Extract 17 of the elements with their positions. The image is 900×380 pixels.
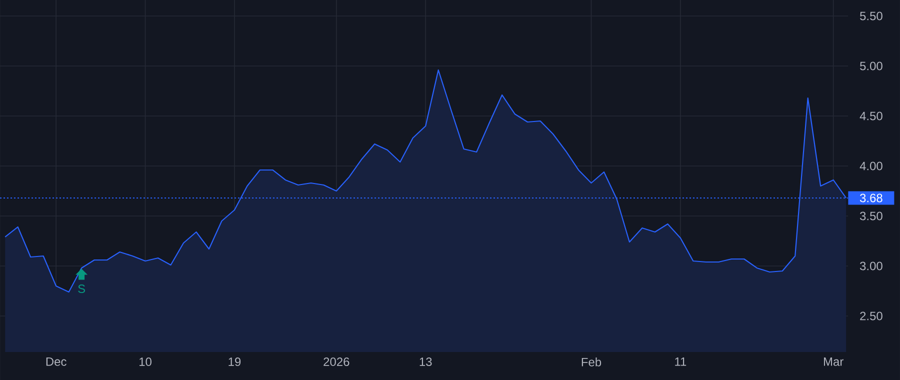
- y-tick-label: 3.50: [860, 212, 882, 220]
- x-tick-label: 2026: [324, 358, 350, 366]
- annotation: S: [78, 284, 86, 294]
- x-tick-label: Mar: [824, 358, 844, 366]
- y-tick-label: 5.50: [860, 12, 882, 20]
- y-tick-label: 4.00: [860, 162, 882, 170]
- y-tick-label: 2.50: [860, 312, 882, 320]
- x-tick-label: 19: [228, 358, 241, 366]
- x-tick-label: 10: [140, 358, 152, 366]
- y-tick-label: 4.50: [860, 112, 882, 120]
- y-tick-label: 3.00: [860, 262, 882, 270]
- x-tick-label: 13: [420, 358, 432, 366]
- x-tick-label: 11: [675, 358, 686, 366]
- ref-line-label: 3.68: [860, 194, 882, 202]
- y-tick-label: 5.00: [860, 62, 882, 70]
- x-tick-label: Dec: [46, 358, 66, 366]
- x-tick-label: Feb: [582, 358, 602, 366]
